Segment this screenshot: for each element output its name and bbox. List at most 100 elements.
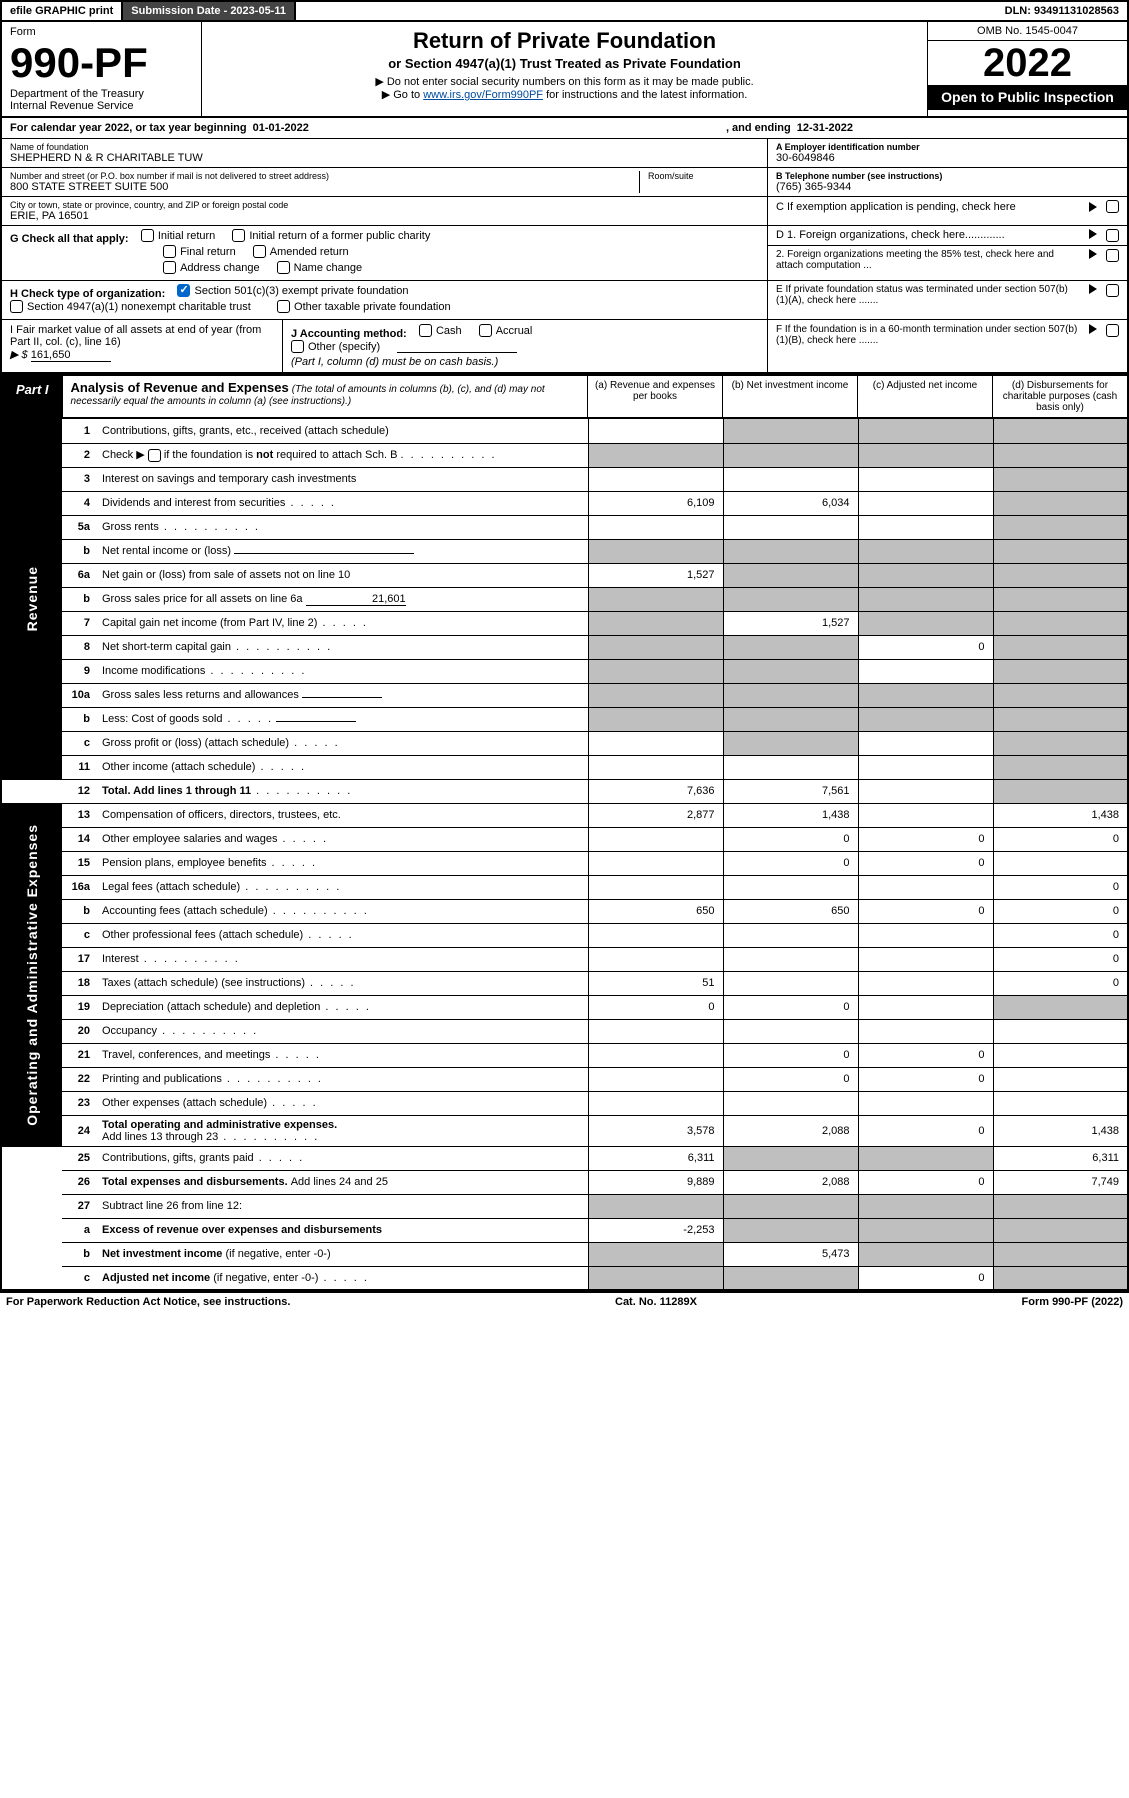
arrow-icon: [1089, 202, 1097, 212]
table-row: 3 Interest on savings and temporary cash…: [1, 467, 1128, 491]
table-row: Operating and Administrative Expenses 13…: [1, 803, 1128, 827]
table-row: 14Other employee salaries and wages 000: [1, 827, 1128, 851]
table-row: 5a Gross rents: [1, 515, 1128, 539]
arrow-icon: [1089, 324, 1097, 334]
part1-title: Analysis of Revenue and Expenses: [71, 380, 289, 395]
d1-checkbox[interactable]: [1106, 229, 1119, 242]
g-initial-return-checkbox[interactable]: [141, 229, 154, 242]
calendar-year-row: For calendar year 2022, or tax year begi…: [0, 118, 1129, 139]
form-subtitle: or Section 4947(a)(1) Trust Treated as P…: [212, 56, 917, 71]
g-d-row: G Check all that apply: Initial return I…: [0, 226, 1129, 281]
revenue-vlabel: Revenue: [24, 566, 40, 631]
table-row: 27Subtract line 26 from line 12:: [1, 1194, 1128, 1218]
j-label: J Accounting method:: [291, 328, 407, 340]
part1-table: Revenue 1 Contributions, gifts, grants, …: [0, 419, 1129, 1291]
table-row: bNet investment income (if negative, ent…: [1, 1242, 1128, 1266]
e-label: E If private foundation status was termi…: [776, 284, 1080, 306]
arrow-icon: [1089, 229, 1097, 239]
ein-label: A Employer identification number: [776, 142, 1119, 152]
h-other-taxable-checkbox[interactable]: [277, 300, 290, 313]
g-amended-checkbox[interactable]: [253, 245, 266, 258]
table-row: 26 Total expenses and disbursements. Add…: [1, 1170, 1128, 1194]
table-row: cAdjusted net income (if negative, enter…: [1, 1266, 1128, 1290]
e-checkbox[interactable]: [1106, 284, 1119, 297]
table-row: 2 Check ▶ if the foundation is not requi…: [1, 443, 1128, 467]
table-row: 24 Total operating and administrative ex…: [1, 1115, 1128, 1146]
expenses-vlabel: Operating and Administrative Expenses: [24, 824, 40, 1126]
city-state-zip: ERIE, PA 16501: [10, 210, 759, 222]
table-row: 16aLegal fees (attach schedule) 0: [1, 875, 1128, 899]
f-checkbox[interactable]: [1106, 324, 1119, 337]
d2-checkbox[interactable]: [1106, 249, 1119, 262]
city-label: City or town, state or province, country…: [10, 200, 759, 210]
name-label: Name of foundation: [10, 142, 759, 152]
col-b-header: (b) Net investment income: [722, 376, 857, 417]
table-row: 23Other expenses (attach schedule): [1, 1091, 1128, 1115]
table-row: b Net rental income or (loss): [1, 539, 1128, 563]
f-label: F If the foundation is in a 60-month ter…: [776, 324, 1080, 368]
form-header: Form 990-PF Department of the Treasury I…: [0, 22, 1129, 118]
table-row: b Less: Cost of goods sold: [1, 707, 1128, 731]
table-row: 15Pension plans, employee benefits 00: [1, 851, 1128, 875]
paperwork-notice: For Paperwork Reduction Act Notice, see …: [6, 1296, 290, 1308]
h-label: H Check type of organization:: [10, 288, 165, 300]
j-other-checkbox[interactable]: [291, 340, 304, 353]
header-left: Form 990-PF Department of the Treasury I…: [2, 22, 202, 116]
note-ssn: ▶ Do not enter social security numbers o…: [212, 75, 917, 88]
cat-no: Cat. No. 11289X: [615, 1296, 697, 1308]
i-label: I Fair market value of all assets at end…: [10, 324, 261, 348]
table-row: 18Taxes (attach schedule) (see instructi…: [1, 971, 1128, 995]
fmv-value: 161,650: [31, 349, 111, 362]
tax-year: 2022: [928, 41, 1127, 85]
dept-line2: Internal Revenue Service: [10, 100, 193, 112]
table-row: b Gross sales price for all assets on li…: [1, 587, 1128, 611]
j-cash-checkbox[interactable]: [419, 324, 432, 337]
table-row: 8 Net short-term capital gain 0: [1, 635, 1128, 659]
irs-link[interactable]: www.irs.gov/Form990PF: [423, 89, 543, 101]
table-row: 9 Income modifications: [1, 659, 1128, 683]
c-checkbox[interactable]: [1106, 200, 1119, 213]
ein: 30-6049846: [776, 152, 1119, 164]
arrow-icon: [1089, 284, 1097, 294]
room-label: Room/suite: [648, 171, 751, 181]
form-title: Return of Private Foundation: [212, 28, 917, 54]
g-final-return-checkbox[interactable]: [163, 245, 176, 258]
header-right: OMB No. 1545-0047 2022 Open to Public In…: [927, 22, 1127, 116]
table-row: 4 Dividends and interest from securities…: [1, 491, 1128, 515]
table-row: c Gross profit or (loss) (attach schedul…: [1, 731, 1128, 755]
addr-label: Number and street (or P.O. box number if…: [10, 171, 631, 181]
part1-header: Part I Analysis of Revenue and Expenses …: [0, 374, 1129, 419]
j-accrual-checkbox[interactable]: [479, 324, 492, 337]
table-row: aExcess of revenue over expenses and dis…: [1, 1218, 1128, 1242]
g-address-change-checkbox[interactable]: [163, 261, 176, 274]
dept-line1: Department of the Treasury: [10, 88, 193, 100]
table-row: 19Depreciation (attach schedule) and dep…: [1, 995, 1128, 1019]
identity-block: Name of foundation SHEPHERD N & R CHARIT…: [0, 139, 1129, 226]
arrow-icon: [1089, 249, 1097, 259]
table-row: cOther professional fees (attach schedul…: [1, 923, 1128, 947]
h-4947-checkbox[interactable]: [10, 300, 23, 313]
h-501c3-checkbox[interactable]: [177, 284, 190, 297]
year-begin: 01-01-2022: [253, 122, 309, 134]
open-inspection: Open to Public Inspection: [928, 85, 1127, 110]
form-word: Form: [10, 26, 193, 38]
part1-tab: Part I: [2, 376, 63, 417]
topbar: efile GRAPHIC print Submission Date - 20…: [0, 0, 1129, 22]
form-number: 990-PF: [10, 42, 193, 84]
l2-checkbox[interactable]: [148, 449, 161, 462]
d2-label: 2. Foreign organizations meeting the 85%…: [776, 249, 1080, 271]
g-name-change-checkbox[interactable]: [277, 261, 290, 274]
col-d-header: (d) Disbursements for charitable purpose…: [992, 376, 1127, 417]
g-initial-former-checkbox[interactable]: [232, 229, 245, 242]
table-row: 10a Gross sales less returns and allowan…: [1, 683, 1128, 707]
street-address: 800 STATE STREET SUITE 500: [10, 181, 631, 193]
table-row: 20Occupancy: [1, 1019, 1128, 1043]
part1-title-cell: Analysis of Revenue and Expenses (The to…: [63, 376, 587, 417]
c-label: C If exemption application is pending, c…: [776, 201, 1080, 213]
phone-label: B Telephone number (see instructions): [776, 171, 1119, 181]
footer: For Paperwork Reduction Act Notice, see …: [0, 1291, 1129, 1311]
table-row: 12 Total. Add lines 1 through 11 7,6367,…: [1, 779, 1128, 803]
table-row: 6a Net gain or (loss) from sale of asset…: [1, 563, 1128, 587]
year-end: 12-31-2022: [797, 122, 853, 134]
table-row: 7 Capital gain net income (from Part IV,…: [1, 611, 1128, 635]
